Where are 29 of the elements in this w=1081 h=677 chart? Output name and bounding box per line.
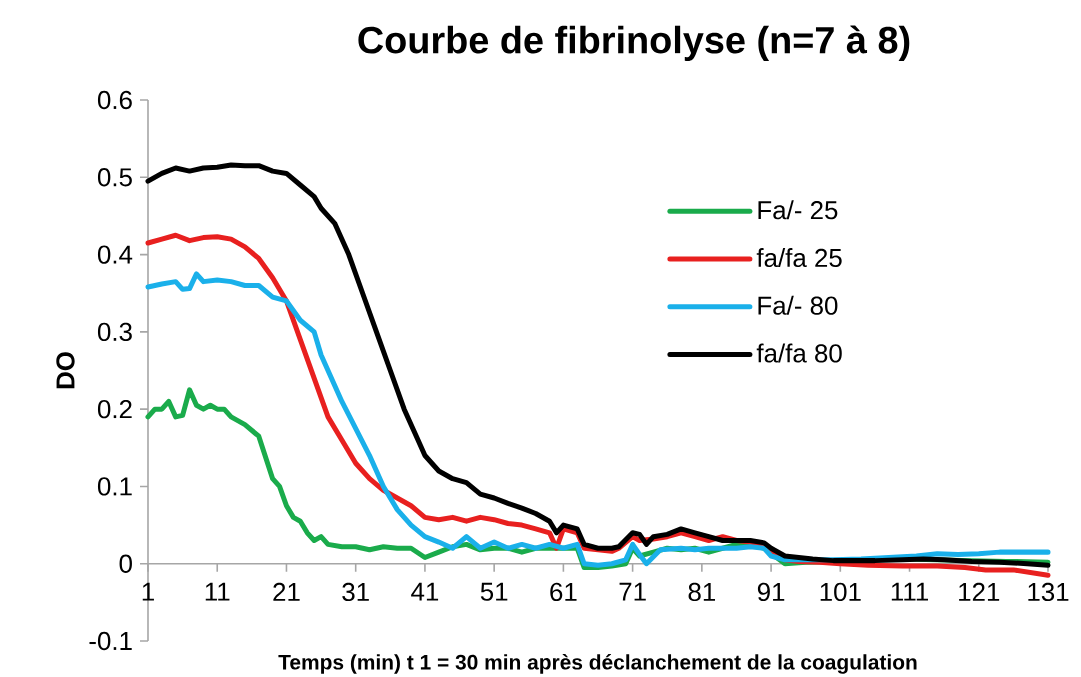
legend-label: fa/fa 80 — [756, 343, 842, 363]
x-tick-label: 1 — [142, 582, 154, 601]
x-tick-label: 41 — [411, 582, 439, 601]
y-tick-label: 0.6 — [97, 90, 132, 110]
x-tick-label: 21 — [273, 582, 300, 601]
x-tick-label: 131 — [1028, 582, 1069, 602]
y-tick-label: 0.5 — [97, 168, 132, 187]
legend-label: Fa/- 80 — [758, 295, 838, 315]
x-tick-label: 71 — [619, 582, 646, 601]
y-tick-label: -0.1 — [89, 631, 132, 651]
x-tick-label: 31 — [342, 582, 369, 602]
x-tick-label: 101 — [820, 582, 861, 602]
y-tick-label: 0 — [119, 554, 132, 573]
legend-label: fa/fa 25 — [756, 248, 842, 268]
y-tick-label: 0.4 — [97, 245, 133, 264]
x-tick-label: 111 — [891, 582, 928, 601]
y-tick-label: 0.3 — [97, 322, 132, 342]
x-tick-label: 11 — [205, 582, 230, 601]
chart-title: Courbe de fibrinolyse (n=7 à 8) — [358, 25, 910, 62]
y-tick-label: 0.1 — [97, 477, 132, 496]
x-tick-label: 121 — [959, 582, 1000, 601]
x-tick-label: 91 — [757, 582, 785, 602]
x-tick-label: 81 — [688, 582, 715, 602]
x-tick-label: 51 — [480, 582, 508, 601]
x-axis-title: Temps (min) t 1 = 30 min après déclanchement de la coagulation — [278, 654, 917, 674]
y-axis-title: DO — [56, 352, 75, 389]
y-tick-label: 0.2 — [97, 399, 132, 419]
x-tick-label: 61 — [550, 582, 577, 602]
legend-label: Fa/- 25 — [758, 200, 838, 220]
